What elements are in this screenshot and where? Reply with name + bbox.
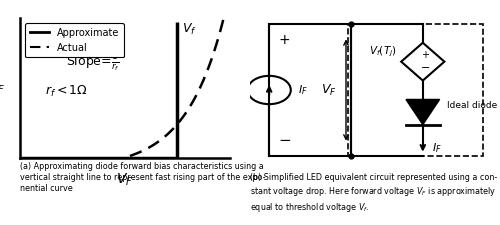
Text: (b) Simplified LED equivalent circuit represented using a con-
stant voltage dro: (b) Simplified LED equivalent circuit re… [250, 173, 497, 214]
Text: +: + [279, 33, 290, 47]
Text: $V_F$: $V_F$ [322, 82, 337, 98]
Text: +: + [421, 50, 429, 60]
Text: $r_f < 1\Omega$: $r_f < 1\Omega$ [45, 84, 88, 99]
Legend: Approximate, Actual: Approximate, Actual [25, 23, 124, 57]
Text: (a) Approximating diode forward bias characteristics using a
vertical straight l: (a) Approximating diode forward bias cha… [20, 162, 266, 193]
Bar [348, 24, 483, 156]
Text: Ideal diode: Ideal diode [447, 101, 497, 110]
Text: −: − [420, 63, 430, 73]
Text: $V_F$: $V_F$ [116, 171, 134, 188]
Text: Slope=$\frac{1}{r_f}$: Slope=$\frac{1}{r_f}$ [66, 51, 120, 74]
Text: −: − [279, 133, 291, 148]
Text: $V_f(T_j)$: $V_f(T_j)$ [368, 45, 396, 59]
Text: $I_F$: $I_F$ [0, 80, 5, 96]
Bar [269, 24, 351, 156]
Polygon shape [406, 99, 440, 125]
Text: $I_F$: $I_F$ [298, 83, 308, 97]
Text: $V_f$: $V_f$ [182, 22, 196, 37]
Text: $I_F$: $I_F$ [432, 141, 442, 155]
